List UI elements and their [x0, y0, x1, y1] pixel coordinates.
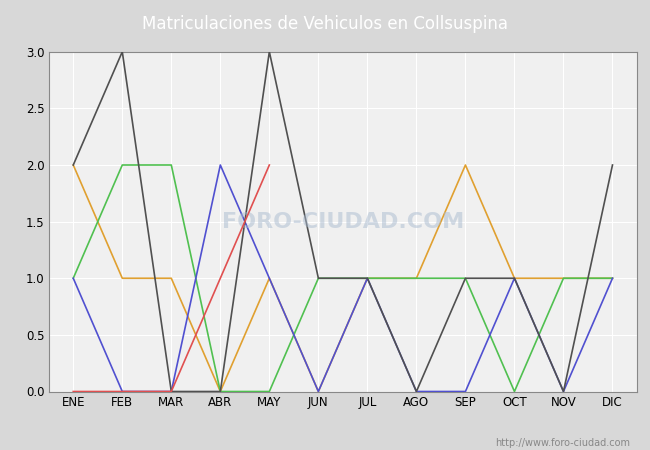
Text: FORO-CIUDAD.COM: FORO-CIUDAD.COM — [222, 212, 464, 232]
Text: Matriculaciones de Vehiculos en Collsuspina: Matriculaciones de Vehiculos en Collsusp… — [142, 14, 508, 33]
Text: http://www.foro-ciudad.com: http://www.foro-ciudad.com — [495, 438, 630, 448]
